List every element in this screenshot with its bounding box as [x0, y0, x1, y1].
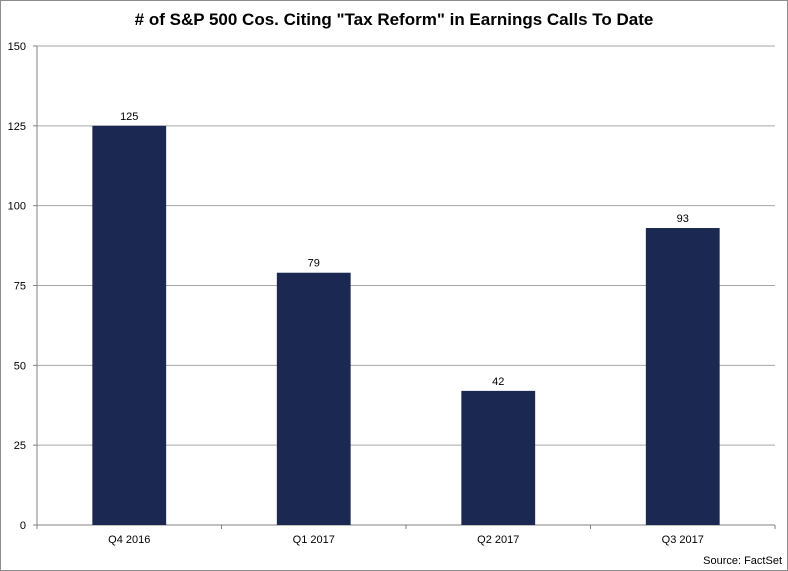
y-tick-label: 100: [8, 201, 26, 213]
bar-q2-2017: [461, 390, 536, 525]
y-tick-labels: 0 25 50 75 100 125 150: [8, 41, 26, 532]
y-tick-label: 50: [14, 360, 26, 372]
bars: [92, 125, 720, 525]
x-tick-label: Q4 2016: [108, 534, 150, 546]
chart-title: # of S&P 500 Cos. Citing "Tax Reform" in…: [135, 10, 654, 29]
x-tick-label: Q3 2017: [662, 534, 704, 546]
data-label: 125: [120, 111, 138, 123]
data-label: 93: [677, 213, 689, 225]
y-tick-label: 125: [8, 121, 26, 133]
data-label: 79: [308, 258, 320, 270]
x-tick-labels: Q4 2016 Q1 2017 Q2 2017 Q3 2017: [108, 534, 704, 546]
data-labels: 125 79 42 93: [120, 111, 689, 388]
bar-q3-2017: [645, 228, 720, 525]
source-note: Source: FactSet: [703, 555, 782, 567]
data-label: 42: [492, 376, 504, 388]
x-tick-label: Q1 2017: [293, 534, 335, 546]
y-tick-label: 0: [20, 520, 26, 532]
y-tick-label: 150: [8, 41, 26, 53]
y-tick-label: 75: [14, 281, 26, 293]
x-tick-label: Q2 2017: [477, 534, 519, 546]
bar-q1-2017: [276, 272, 351, 525]
bar-q4-2016: [92, 125, 167, 525]
y-tick-label: 25: [14, 440, 26, 452]
